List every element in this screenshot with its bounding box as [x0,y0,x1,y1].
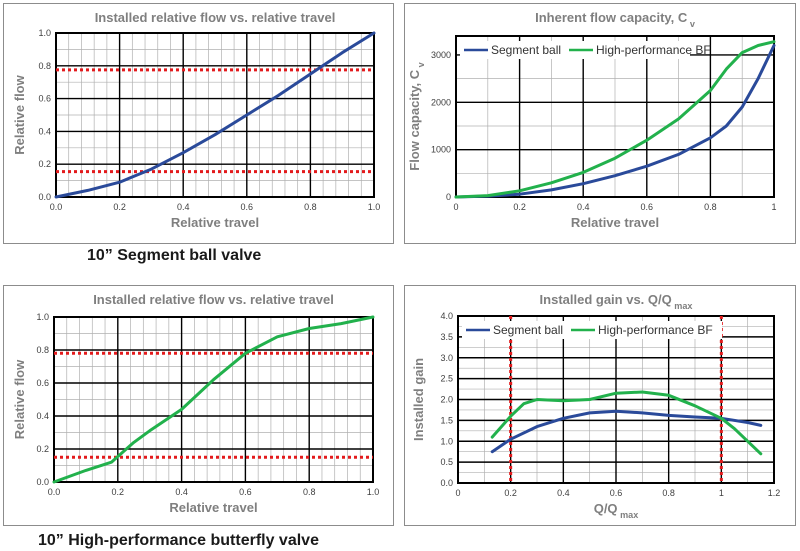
chart-title: Installed relative flow vs. relative tra… [95,10,336,25]
x-tick-label: 1.2 [768,488,781,498]
y-tick-label: 2000 [431,97,451,107]
chart-panel-inherent-cv: Inherent flow capacity, C v 0 0.2 0.4 0.6 0.8… [404,3,796,244]
x-axis-label: Q/Q max [594,501,639,520]
legend-label-1: High-performance BF [598,323,713,337]
y-tick-label: 3000 [431,50,451,60]
x-tick-label: 0.2 [112,487,125,497]
series-line-0 [490,409,763,454]
x-tick-label: 0.4 [557,488,570,498]
y-tick-label: 0.6 [38,94,51,104]
x-tick-label: 0.8 [303,487,316,497]
y-tick-label: 1.0 [36,312,49,322]
x-tick-label: 0.6 [241,202,254,212]
x-tick-label: 0.0 [50,202,63,212]
y-axis-label: Installed gain [411,358,426,441]
series-line-1 [490,390,763,456]
y-tick-label: 3.0 [440,353,453,363]
x-tick-label: 0.2 [113,202,126,212]
y-tick-label: 0.4 [36,411,49,421]
x-tick-label: 0.4 [175,487,188,497]
chart-panel-installed-gain: Installed gain vs. Q/Q max 0 0.2 0.4 0.6 0.8 1… [404,285,796,526]
y-tick-label: 1.5 [440,415,453,425]
x-axis-label: Relative travel [171,215,259,230]
x-tick-label: 1.0 [368,202,381,212]
y-tick-label: 0.0 [36,477,49,487]
y-tick-label: 0.6 [36,378,49,388]
y-tick-label: 0.5 [440,457,453,467]
chart-segment-installed-flow: Installed relative flow vs. relative tra… [12,10,381,230]
x-tick-label: 0 [455,488,460,498]
chart-legend: Segment ball High-performance BF [462,321,722,339]
y-tick-label: 0.8 [38,61,51,71]
y-tick-label: 0.0 [38,192,51,202]
x-tick-label: 0.6 [239,487,252,497]
x-axis-label: Relative travel [169,500,257,515]
y-tick-label: 1.0 [38,28,51,38]
legend-label-0: Segment ball [491,43,561,57]
chart-inherent-flow-capacity: Inherent flow capacity, C v 0 0.2 0.4 0.6 0.8… [407,10,777,230]
chart-panel-segment-flow: Installed relative flow vs. relative tra… [3,3,394,244]
chart-title: Inherent flow capacity, C v [535,10,696,29]
y-tick-label: 4.0 [440,311,453,321]
chart-installed-gain: Installed gain vs. Q/Q max 0 0.2 0.4 0.6 0.8 1… [411,292,781,520]
y-tick-label: 1.0 [440,436,453,446]
plot-frame [53,316,374,483]
y-tick-label: 0 [446,192,451,202]
y-tick-label: 3.5 [440,332,453,342]
x-tick-label: 1.0 [367,487,380,497]
x-tick-label: 0 [453,202,458,212]
series-line-0 [52,315,375,484]
x-tick-label: 0.4 [577,202,590,212]
y-tick-label: 2.0 [440,395,453,405]
x-tick-label: 0.8 [704,202,717,212]
y-axis-label: Relative flow [12,74,27,154]
plot-frame [55,32,375,198]
y-tick-label: 0.0 [440,478,453,488]
x-tick-label: 1 [719,488,724,498]
x-tick-label: 0.8 [662,488,675,498]
x-tick-label: 0.4 [177,202,190,212]
y-tick-label: 0.4 [38,126,51,136]
chart-legend: Segment ball High-performance BF [460,41,711,59]
x-tick-label: 1 [771,202,776,212]
x-tick-label: 0.6 [610,488,623,498]
y-tick-label: 2.5 [440,374,453,384]
y-tick-label: 0.8 [36,345,49,355]
x-tick-label: 0.8 [304,202,317,212]
chart-butterfly-installed-flow: Installed relative flow vs. relative tra… [12,292,380,515]
series-line-0 [54,31,376,199]
y-tick-label: 1000 [431,145,451,155]
legend-label-0: Segment ball [493,323,563,337]
legend-label-1: High-performance BF [596,43,711,57]
x-tick-label: 0.0 [48,487,61,497]
series-line-0 [454,44,776,199]
chart-title: Installed relative flow vs. relative tra… [93,292,334,307]
x-tick-label: 0.2 [513,202,526,212]
plot-frame [457,315,775,484]
x-tick-label: 0.2 [504,488,517,498]
x-tick-label: 0.6 [641,202,654,212]
caption-butterfly-valve: 10” High-performance butterfly valve [38,532,319,549]
x-axis-label: Relative travel [571,215,659,230]
plot-frame [455,35,775,198]
chart-title: Installed gain vs. Q/Q max [540,292,693,311]
y-axis-label: Flow capacity, C v [407,61,426,170]
y-tick-label: 0.2 [36,444,49,454]
y-axis-label: Relative flow [12,359,27,439]
y-tick-label: 0.2 [38,159,51,169]
caption-segment-ball-valve: 10” Segment ball valve [87,247,262,264]
series-line-1 [454,40,776,199]
chart-panel-butterfly-flow: Installed relative flow vs. relative tra… [3,285,394,526]
